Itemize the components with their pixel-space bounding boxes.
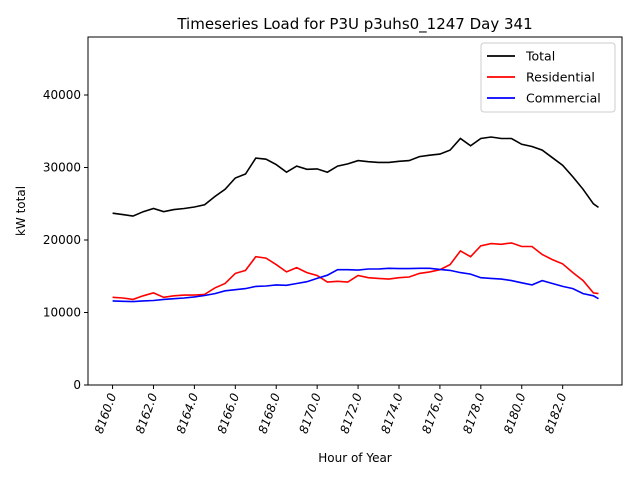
legend-label-total: Total — [525, 49, 555, 64]
x-tick-label: 8178.0 — [460, 391, 488, 436]
series-line-residential — [112, 242, 599, 301]
x-tick-label: 8168.0 — [256, 391, 284, 436]
legend-label-commercial: Commercial — [526, 91, 601, 106]
x-tick-label: 8164.0 — [174, 391, 202, 436]
series-line-commercial — [112, 267, 599, 303]
x-tick-label: 8180.0 — [501, 391, 529, 436]
x-tick-label: 8172.0 — [337, 391, 365, 436]
plot-area — [87, 36, 623, 386]
y-tick-label: 10000 — [43, 306, 81, 320]
x-tick-label: 8176.0 — [419, 391, 447, 436]
x-tick-label: 8166.0 — [215, 391, 243, 436]
y-axis-label: kW total — [14, 186, 28, 236]
legend: Total Residential Commercial — [480, 42, 616, 113]
x-tick-label: 8160.0 — [92, 391, 120, 436]
x-tick-label: 8182.0 — [542, 391, 570, 436]
series-line-total — [112, 136, 599, 217]
legend-label-residential: Residential — [526, 70, 595, 85]
y-tick-label: 20000 — [43, 233, 81, 247]
x-axis-label: Hour of Year — [318, 451, 392, 465]
chart-title: Timeseries Load for P3U p3uhs0_1247 Day … — [176, 15, 532, 34]
x-tick-label: 8174.0 — [378, 391, 406, 436]
x-tick-label: 8162.0 — [133, 391, 161, 436]
y-tick-label: 0 — [73, 378, 81, 392]
x-tick-label: 8170.0 — [296, 391, 324, 436]
y-tick-label: 30000 — [43, 161, 81, 175]
y-tick-label: 40000 — [43, 88, 81, 102]
